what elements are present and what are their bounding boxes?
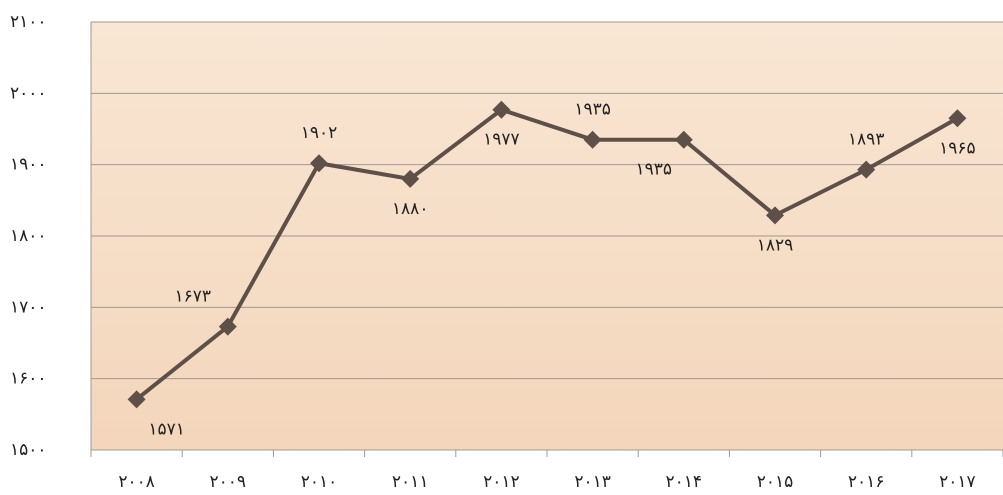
data-label: ۱۹۶۵ xyxy=(939,138,976,158)
marker xyxy=(857,160,876,179)
y-tick-label: ۲۱۰۰ xyxy=(10,12,47,32)
y-tick-label: ۱۹۰۰ xyxy=(10,155,47,175)
x-tick-label: ۲۰۱۷ xyxy=(939,472,976,492)
x-tick-label: ۲۰۱۶ xyxy=(848,472,885,492)
y-tick-label: ۱۶۰۰ xyxy=(10,369,47,389)
data-label: ۱۹۷۷ xyxy=(483,130,520,150)
x-tick-label: ۲۰۱۳ xyxy=(574,472,611,492)
line xyxy=(135,107,959,401)
marker xyxy=(401,169,420,188)
data-label: ۱۹۳۵ xyxy=(574,100,611,120)
data-label: ۱۶۷۳ xyxy=(175,287,212,307)
y-tick-label: ۱۵۰۰ xyxy=(10,440,47,460)
marker xyxy=(583,130,602,149)
data-label: ۱۸۹۳ xyxy=(848,130,885,150)
y-tick-label: ۱۷۰۰ xyxy=(10,297,47,317)
marker xyxy=(127,390,146,409)
x-tick-label: ۲۰۰۹ xyxy=(210,472,247,492)
x-tick-label: ۲۰۱۱ xyxy=(392,472,429,492)
x-tick-label: ۲۰۱۵ xyxy=(757,472,794,492)
marker xyxy=(310,154,328,173)
y-tick-label: ۱۸۰۰ xyxy=(10,226,47,246)
marker xyxy=(492,100,511,119)
data-label: ۱۵۷۱ xyxy=(148,419,185,439)
x-tick-label: ۲۰۰۸ xyxy=(118,472,155,492)
marker xyxy=(948,109,967,128)
x-tick-label: ۲۰۱۴ xyxy=(666,472,703,492)
marker xyxy=(218,317,237,336)
data-label: ۱۸۸۰ xyxy=(392,199,429,219)
data-label: ۱۹۰۲ xyxy=(301,123,338,143)
data-label: ۱۹۳۵ xyxy=(636,160,673,180)
marker xyxy=(766,206,784,225)
y-tick-label: ۲۰۰۰ xyxy=(10,83,47,103)
x-tick-label: ۲۰۱۰ xyxy=(301,472,338,492)
marker xyxy=(674,130,693,149)
x-tick-label: ۲۰۱۲ xyxy=(483,472,520,492)
data-label: ۱۸۲۹ xyxy=(757,235,794,255)
